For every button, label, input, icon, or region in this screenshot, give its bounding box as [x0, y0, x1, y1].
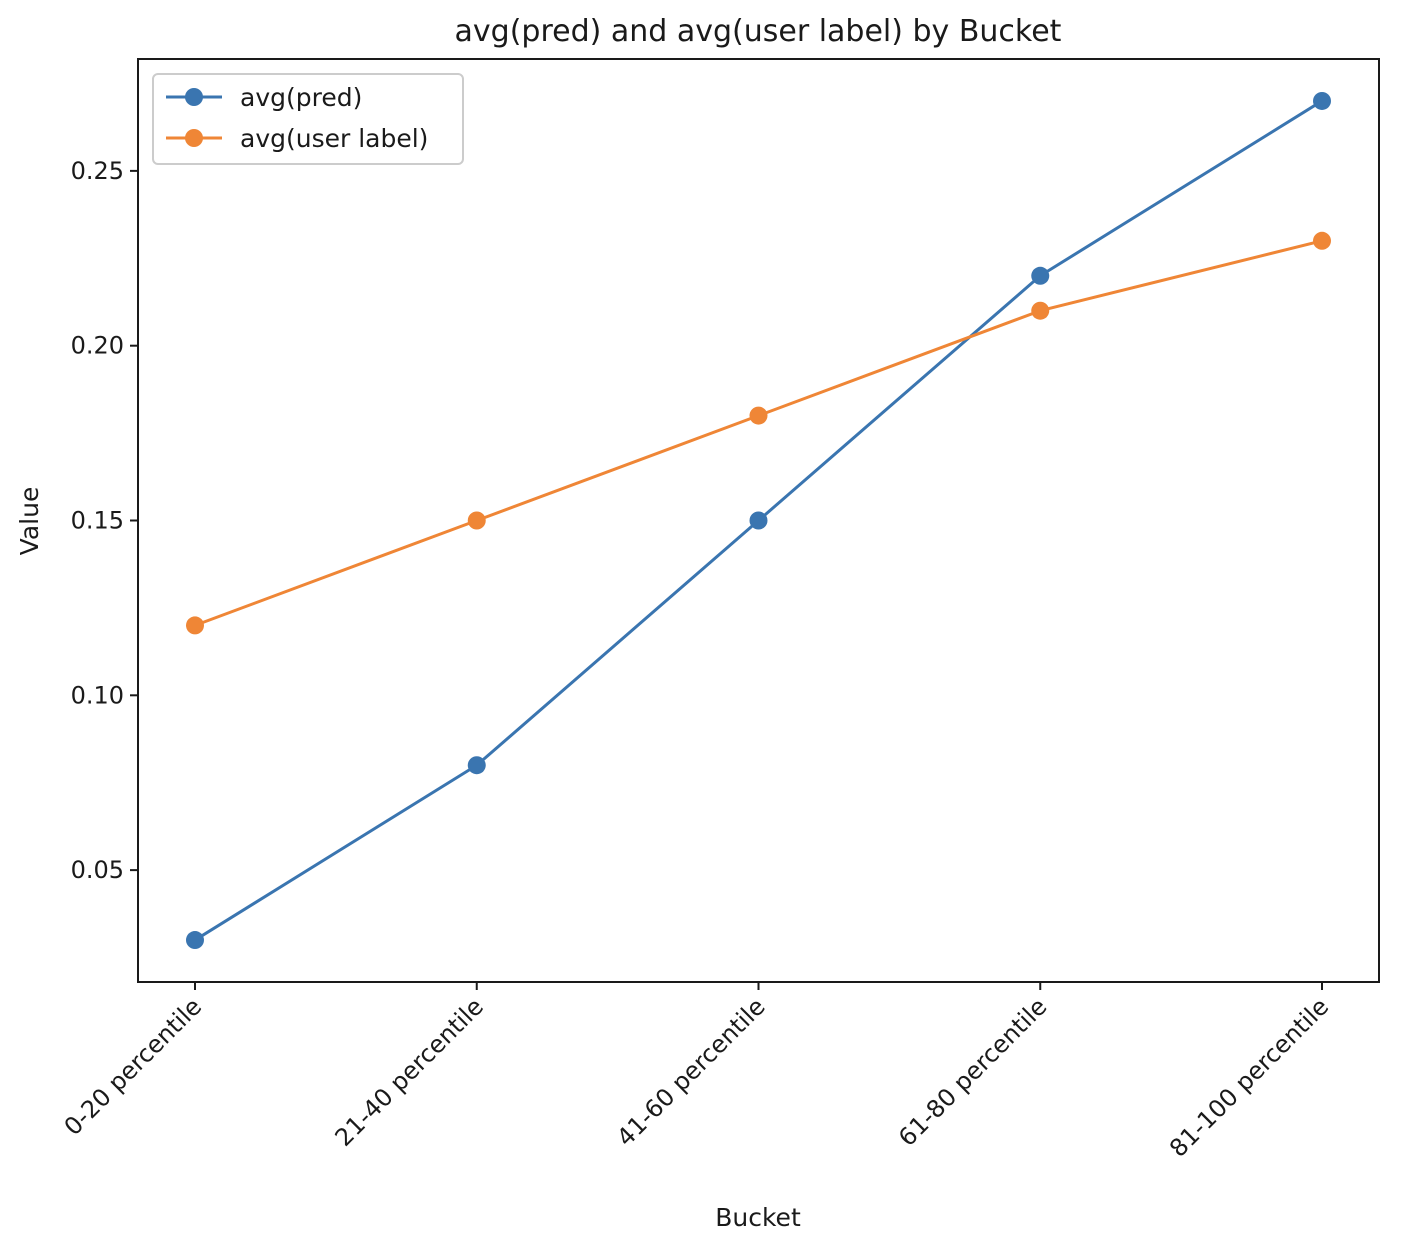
legend-label: avg(user label) — [240, 124, 428, 153]
series-line-1 — [194, 239, 1323, 627]
data-point — [186, 931, 204, 950]
x-axis: 0-20 percentile 21-40 percentile 41-60 per… — [59, 982, 1334, 1163]
legend: avg(pred) avg(user label) — [152, 73, 464, 165]
data-point — [1031, 266, 1050, 285]
legend-label: avg(pred) — [240, 83, 362, 112]
x-tick-label: 81-100 percentile — [1164, 992, 1334, 1162]
y-tick-label: 0.25 — [71, 157, 124, 185]
y-tick-label: 0.20 — [71, 332, 124, 360]
legend-marker — [185, 88, 203, 106]
data-point — [1031, 301, 1050, 320]
y-tick-label: 0.05 — [71, 856, 124, 884]
legend-marker — [185, 129, 203, 147]
y-axis-label: Value — [15, 487, 44, 556]
data-point — [467, 756, 486, 775]
data-point — [749, 511, 768, 530]
legend-box — [152, 73, 464, 165]
chart-title: avg(pred) and avg(user label) by Bucket — [455, 14, 1062, 49]
data-point — [467, 511, 486, 530]
data-point — [749, 406, 768, 425]
y-tick-label: 0.15 — [71, 507, 124, 535]
x-tick-label: 0-20 percentile — [59, 992, 208, 1141]
data-point — [1313, 231, 1331, 250]
plot-area — [186, 91, 1331, 950]
x-tick-label: 61-80 percentile — [893, 992, 1052, 1151]
x-tick-label: 41-60 percentile — [611, 992, 770, 1151]
data-point — [186, 616, 204, 635]
x-tick-label: 21-40 percentile — [330, 992, 489, 1151]
x-axis-label: Bucket — [715, 1203, 801, 1232]
data-point — [1313, 91, 1331, 110]
y-axis: 0.05 0.10 0.15 0.20 0.25 — [71, 157, 138, 884]
y-tick-label: 0.10 — [71, 681, 124, 709]
